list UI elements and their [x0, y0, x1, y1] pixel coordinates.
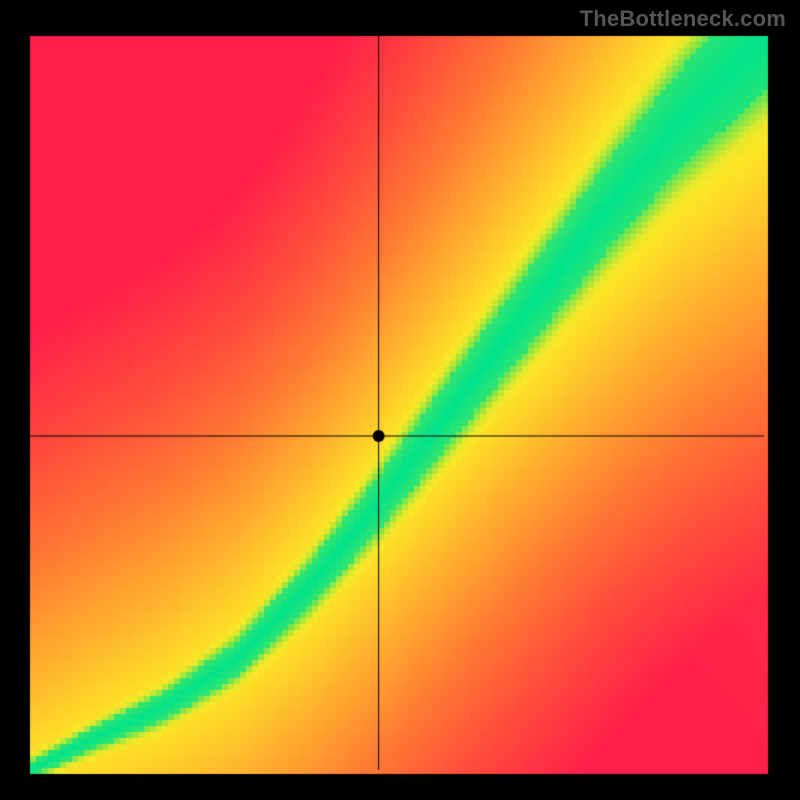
watermark-text: TheBottleneck.com — [580, 6, 786, 32]
heatmap-chart — [0, 0, 800, 800]
heatmap-canvas — [0, 0, 800, 800]
